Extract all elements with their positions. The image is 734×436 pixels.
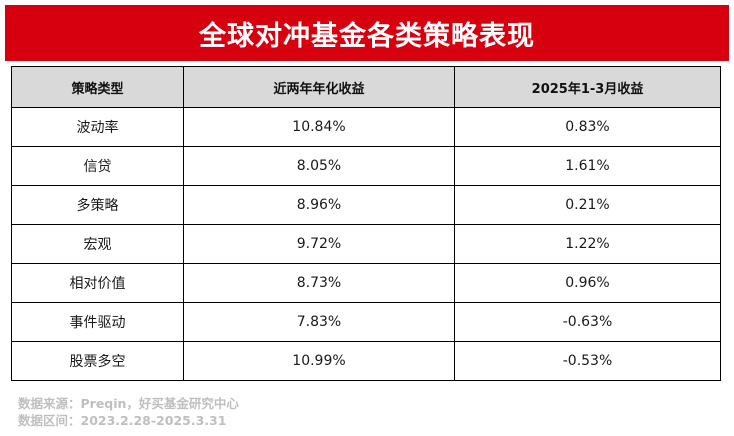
- data-source-text: 数据来源：Preqin，好买基金研究中心: [18, 396, 239, 411]
- table-row: 相对价值 8.73% 0.96%: [11, 263, 721, 303]
- annualized-return-cell: 9.72%: [183, 224, 455, 264]
- strategy-name-cell: 相对价值: [11, 263, 184, 303]
- strategy-name-cell: 宏观: [11, 224, 184, 264]
- table-row: 波动率 10.84% 0.83%: [11, 107, 721, 147]
- ytd-return-cell: -0.63%: [454, 302, 721, 342]
- ytd-return-cell: 1.22%: [454, 224, 721, 264]
- page-title: 全球对冲基金各类策略表现: [199, 20, 535, 52]
- ytd-return-cell: 0.96%: [454, 263, 721, 303]
- header-two-year-annualized: 近两年年化收益: [183, 66, 455, 108]
- annualized-return-cell: 10.84%: [183, 107, 455, 147]
- header-2025-q1-return: 2025年1-3月收益: [454, 66, 721, 108]
- strategy-performance-table: 策略类型 近两年年化收益 2025年1-3月收益 波动率 10.84% 0.83…: [11, 66, 721, 381]
- title-banner: 全球对冲基金各类策略表现: [5, 5, 729, 61]
- strategy-name-cell: 波动率: [11, 107, 184, 147]
- table-row: 多策略 8.96% 0.21%: [11, 185, 721, 225]
- table-row: 信贷 8.05% 1.61%: [11, 146, 721, 186]
- ytd-return-cell: 0.21%: [454, 185, 721, 225]
- annualized-return-cell: 8.96%: [183, 185, 455, 225]
- annualized-return-cell: 8.73%: [183, 263, 455, 303]
- ytd-return-cell: 0.83%: [454, 107, 721, 147]
- annualized-return-cell: 8.05%: [183, 146, 455, 186]
- annualized-return-cell: 10.99%: [183, 341, 455, 381]
- table-row: 事件驱动 7.83% -0.63%: [11, 302, 721, 342]
- source-note: 数据来源：Preqin，好买基金研究中心 数据区间：2023.2.28-2025…: [18, 395, 239, 429]
- table-row: 股票多空 10.99% -0.53%: [11, 341, 721, 381]
- strategy-name-cell: 信贷: [11, 146, 184, 186]
- annualized-return-cell: 7.83%: [183, 302, 455, 342]
- ytd-return-cell: 1.61%: [454, 146, 721, 186]
- table-row: 宏观 9.72% 1.22%: [11, 224, 721, 264]
- ytd-return-cell: -0.53%: [454, 341, 721, 381]
- strategy-name-cell: 多策略: [11, 185, 184, 225]
- strategy-name-cell: 事件驱动: [11, 302, 184, 342]
- header-strategy-type: 策略类型: [11, 66, 184, 108]
- table-header-row: 策略类型 近两年年化收益 2025年1-3月收益: [11, 66, 721, 108]
- strategy-name-cell: 股票多空: [11, 341, 184, 381]
- data-period-text: 数据区间：2023.2.28-2025.3.31: [18, 413, 227, 428]
